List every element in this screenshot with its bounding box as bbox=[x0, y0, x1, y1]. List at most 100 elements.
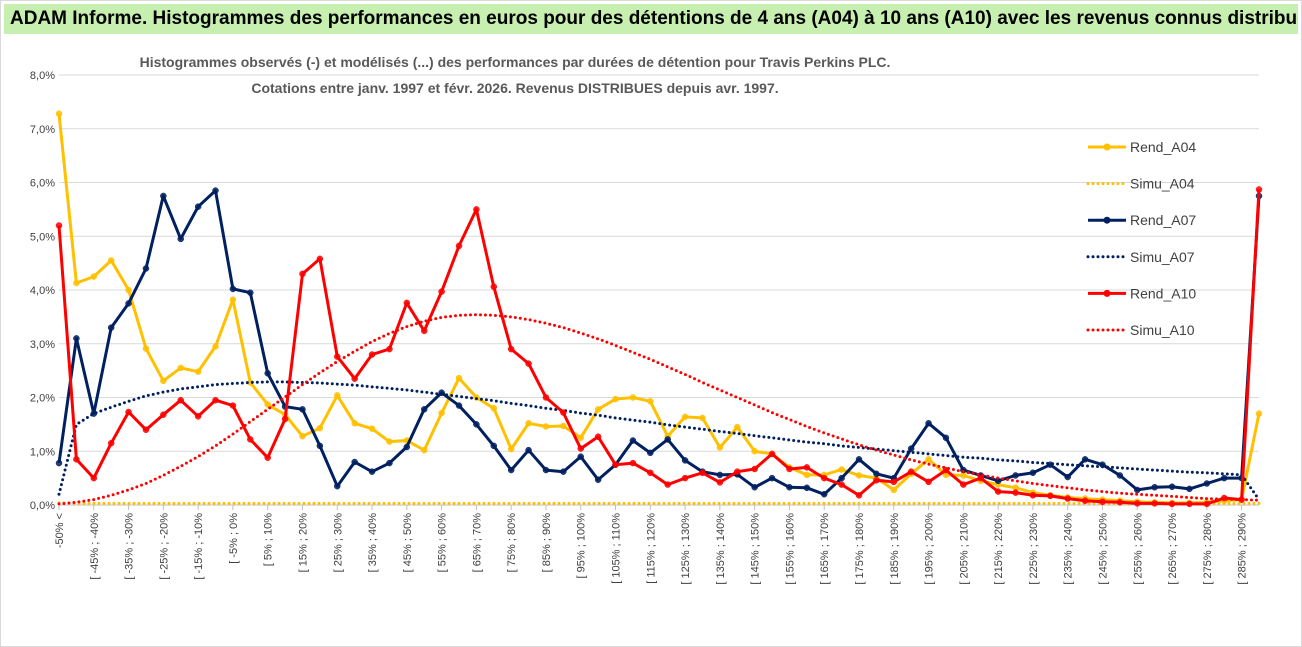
data-point bbox=[855, 456, 863, 463]
data-point bbox=[629, 394, 637, 401]
data-point bbox=[107, 324, 115, 331]
data-point bbox=[751, 448, 758, 455]
x-tick-label: [ 85% ; 90% bbox=[541, 513, 553, 573]
data-point bbox=[73, 456, 80, 463]
data-point bbox=[681, 413, 689, 421]
chart-subtitle: Cotations entre janv. 1997 et févr. 2026… bbox=[251, 80, 778, 96]
x-tick-label: [ 145% ; 150% bbox=[750, 513, 762, 585]
x-tick-label: [ 255% ; 260% bbox=[1132, 513, 1144, 585]
data-point bbox=[507, 445, 515, 453]
x-tick-label: [ -15% ; -10% bbox=[193, 513, 205, 580]
data-point bbox=[647, 449, 654, 457]
data-point bbox=[629, 459, 637, 467]
legend-marker bbox=[1103, 289, 1111, 297]
data-point bbox=[994, 488, 1002, 495]
x-tick-label: [ 75% ; 80% bbox=[506, 513, 518, 573]
data-point bbox=[542, 466, 550, 474]
data-point bbox=[1047, 492, 1054, 500]
data-point bbox=[716, 479, 724, 486]
data-point bbox=[194, 413, 202, 420]
data-point bbox=[386, 438, 393, 445]
data-point bbox=[490, 405, 498, 412]
data-point bbox=[577, 445, 584, 452]
x-tick-label: [ 275% ; 280% bbox=[1202, 513, 1214, 585]
data-point bbox=[455, 374, 463, 382]
data-point bbox=[647, 398, 654, 405]
data-point bbox=[299, 270, 306, 278]
data-point bbox=[1029, 469, 1037, 476]
data-point bbox=[194, 368, 202, 375]
data-point bbox=[55, 459, 63, 467]
x-tick-label: [ 215% ; 220% bbox=[993, 513, 1005, 585]
data-point bbox=[299, 432, 306, 440]
data-point bbox=[229, 296, 237, 303]
data-point bbox=[803, 484, 811, 492]
data-point bbox=[681, 457, 689, 464]
legend-item: Rend_A04 bbox=[1088, 139, 1196, 155]
y-tick-label: 1,0% bbox=[30, 446, 55, 458]
data-point bbox=[925, 478, 932, 486]
legend-label: Rend_A04 bbox=[1130, 139, 1196, 155]
data-point bbox=[1220, 474, 1228, 482]
data-point bbox=[786, 484, 793, 491]
x-tick-label: [ -5% ; 0% bbox=[228, 513, 240, 564]
legend-item: Simu_A07 bbox=[1086, 249, 1195, 265]
data-point bbox=[716, 444, 724, 451]
x-tick-label: [ 35% ; 40% bbox=[367, 513, 379, 573]
data-point bbox=[803, 464, 811, 471]
series-Rend_A10 bbox=[55, 186, 1263, 508]
x-tick-label: [ 65% ; 70% bbox=[471, 513, 483, 573]
data-point bbox=[247, 436, 254, 443]
data-point bbox=[1081, 456, 1089, 463]
data-point bbox=[664, 481, 671, 488]
x-tick-label: -50% < bbox=[54, 513, 66, 548]
series-Simu_A04 bbox=[57, 501, 1261, 505]
data-point bbox=[873, 477, 880, 484]
x-tick-label: [ 45% ; 50% bbox=[402, 513, 414, 573]
legend-label: Simu_A04 bbox=[1130, 176, 1195, 192]
data-point bbox=[960, 472, 967, 479]
data-point bbox=[560, 409, 567, 416]
data-point bbox=[299, 406, 306, 413]
data-point bbox=[386, 459, 393, 467]
data-point bbox=[1151, 500, 1158, 507]
data-point bbox=[768, 474, 776, 482]
data-point bbox=[907, 468, 915, 475]
data-point bbox=[577, 434, 584, 442]
data-point bbox=[403, 443, 411, 451]
x-tick-label: [ -35% ; -30% bbox=[124, 513, 136, 580]
x-tick-label: [ 225% ; 230% bbox=[1028, 513, 1040, 585]
y-tick-label: 5,0% bbox=[30, 231, 55, 243]
data-point bbox=[594, 406, 602, 413]
x-tick-label: [ 125% ; 130% bbox=[680, 513, 692, 585]
legend-marker bbox=[1103, 216, 1111, 224]
data-point bbox=[55, 110, 63, 117]
series-line bbox=[57, 380, 1261, 502]
y-tick-label: 3,0% bbox=[30, 339, 55, 351]
data-point bbox=[334, 482, 341, 490]
y-tick-label: 4,0% bbox=[30, 285, 55, 297]
data-point bbox=[1186, 500, 1193, 508]
data-point bbox=[55, 222, 63, 229]
legend-item: Simu_A04 bbox=[1086, 176, 1195, 192]
data-point bbox=[351, 458, 358, 466]
data-point bbox=[212, 396, 219, 404]
data-point bbox=[177, 396, 184, 404]
data-point bbox=[490, 442, 498, 450]
y-tick-label: 0,0% bbox=[30, 500, 55, 512]
data-point bbox=[455, 242, 463, 250]
y-tick-label: 8,0% bbox=[30, 70, 55, 82]
data-point bbox=[142, 265, 150, 272]
data-point bbox=[438, 409, 445, 417]
data-point bbox=[125, 408, 132, 416]
data-point bbox=[125, 286, 132, 294]
data-point bbox=[473, 206, 480, 213]
x-tick-label: [ 25% ; 30% bbox=[332, 513, 344, 573]
data-point bbox=[594, 476, 602, 483]
y-tick-label: 6,0% bbox=[30, 178, 55, 190]
data-point bbox=[942, 434, 950, 442]
data-point bbox=[525, 446, 532, 454]
data-point bbox=[820, 474, 828, 482]
data-point bbox=[73, 279, 80, 287]
